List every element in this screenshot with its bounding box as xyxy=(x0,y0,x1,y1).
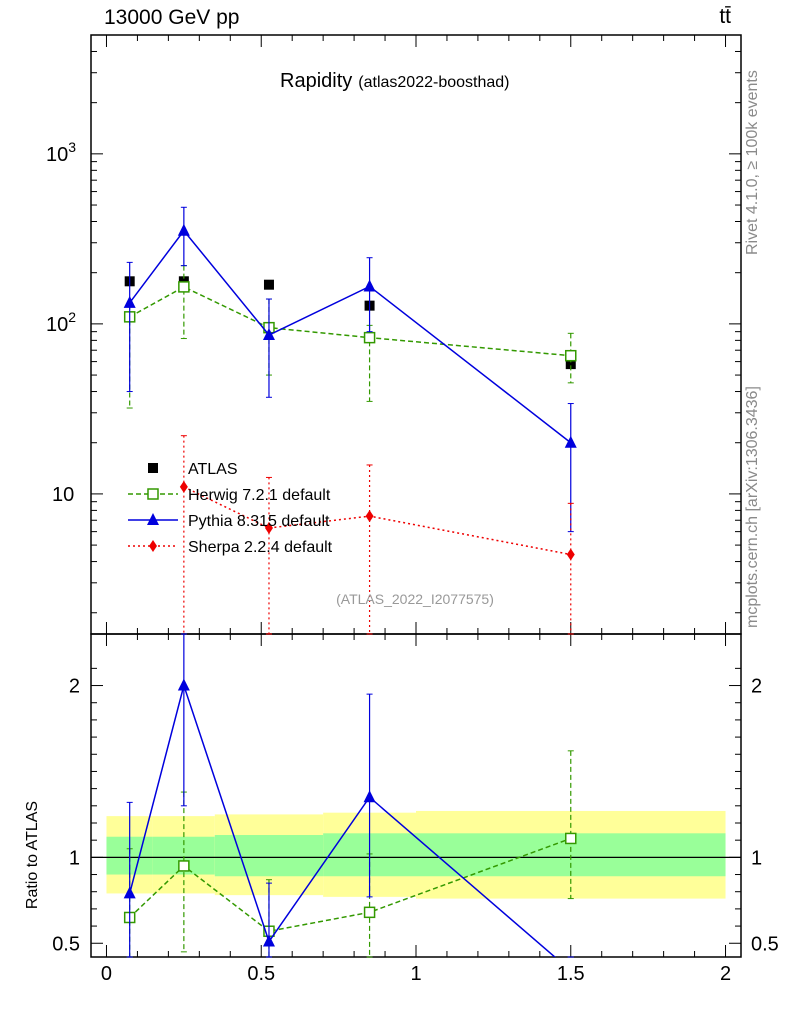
ratio-y-tick-label: 0.5 xyxy=(52,933,80,955)
x-tick-label: 0 xyxy=(101,963,112,985)
legend: ATLAS Herwig 7.2.1 default Pythia 8.315 de… xyxy=(128,461,333,556)
main-panel-frame: 10 102 103 xyxy=(46,34,742,957)
x-tick-label: 0.5 xyxy=(247,963,275,985)
ratio-y-tick-label: 2 xyxy=(69,676,80,698)
data-point xyxy=(566,548,575,561)
header-left: 13000 GeV pp xyxy=(104,6,240,29)
ratio-point xyxy=(363,790,376,803)
data-point xyxy=(179,480,188,493)
data-point xyxy=(123,295,136,308)
ratio-y-tick-label-right: 0.5 xyxy=(751,933,779,955)
data-point xyxy=(262,328,275,341)
ratio-series-1 xyxy=(123,633,574,958)
header-right: tt̄ xyxy=(719,5,731,28)
ratio-series-line xyxy=(129,837,572,933)
plot-content xyxy=(123,206,577,958)
data-point xyxy=(177,223,190,236)
ratio-panel-frame: 0.5 0.5 1 1 2 2 0 0.5 1 1.5 2 xyxy=(52,633,779,985)
ratio-frame-box xyxy=(90,633,742,958)
ratio-point xyxy=(565,832,577,845)
ratio-point xyxy=(262,934,275,947)
ratio-point xyxy=(178,860,190,872)
ratio-y-tick-label: 1 xyxy=(69,847,80,869)
ratio-point xyxy=(363,906,376,919)
data-point xyxy=(565,359,576,370)
main-series-3 xyxy=(179,435,575,635)
legend-label: Herwig 7.2.1 default xyxy=(188,487,331,504)
data-point xyxy=(564,435,577,448)
data-point xyxy=(363,279,376,292)
series-line xyxy=(129,286,571,357)
data-point xyxy=(565,349,577,362)
watermark: (ATLAS_2022_I2077575) xyxy=(336,591,494,607)
data-point xyxy=(363,331,376,344)
legend-label: Sherpa 2.2.4 default xyxy=(188,539,333,556)
legend-marker xyxy=(147,488,159,500)
chart-title: Rapidity (atlas2022-boosthad) xyxy=(280,70,509,92)
chart-title-main: Rapidity xyxy=(280,70,352,92)
data-point xyxy=(178,281,190,293)
legend-label: Pythia 8.315 default xyxy=(188,513,330,530)
ratio-y-tick-label-right: 1 xyxy=(751,847,762,869)
main-series-2 xyxy=(123,206,577,533)
ratio-y-axis-label: Ratio to ATLAS xyxy=(24,801,41,909)
legend-marker xyxy=(149,540,157,552)
data-point xyxy=(264,522,273,535)
ratio-point xyxy=(177,678,190,691)
series-line xyxy=(129,229,572,444)
main-series-1 xyxy=(123,265,577,409)
main-y-tick-label: 102 xyxy=(46,309,76,336)
main-series-0 xyxy=(124,276,576,370)
ratio-uncertainty-bands xyxy=(91,810,741,899)
legend-marker xyxy=(147,513,159,525)
ratio-point xyxy=(123,886,136,899)
x-tick-label: 2 xyxy=(720,963,731,985)
data-point xyxy=(263,279,274,290)
legend-label: ATLAS xyxy=(188,461,238,478)
chart-title-sub: (atlas2022-boosthad) xyxy=(358,74,509,91)
main-y-tick-label: 103 xyxy=(46,139,76,166)
ratio-y-tick-label-right: 2 xyxy=(751,676,762,698)
data-point xyxy=(365,510,374,523)
green-band xyxy=(214,835,324,877)
main-y-tick-label: 10 xyxy=(52,484,74,506)
x-tick-label: 1 xyxy=(410,963,421,985)
series-line xyxy=(183,486,571,556)
legend-marker xyxy=(148,463,158,473)
x-tick-label: 1.5 xyxy=(557,963,585,985)
